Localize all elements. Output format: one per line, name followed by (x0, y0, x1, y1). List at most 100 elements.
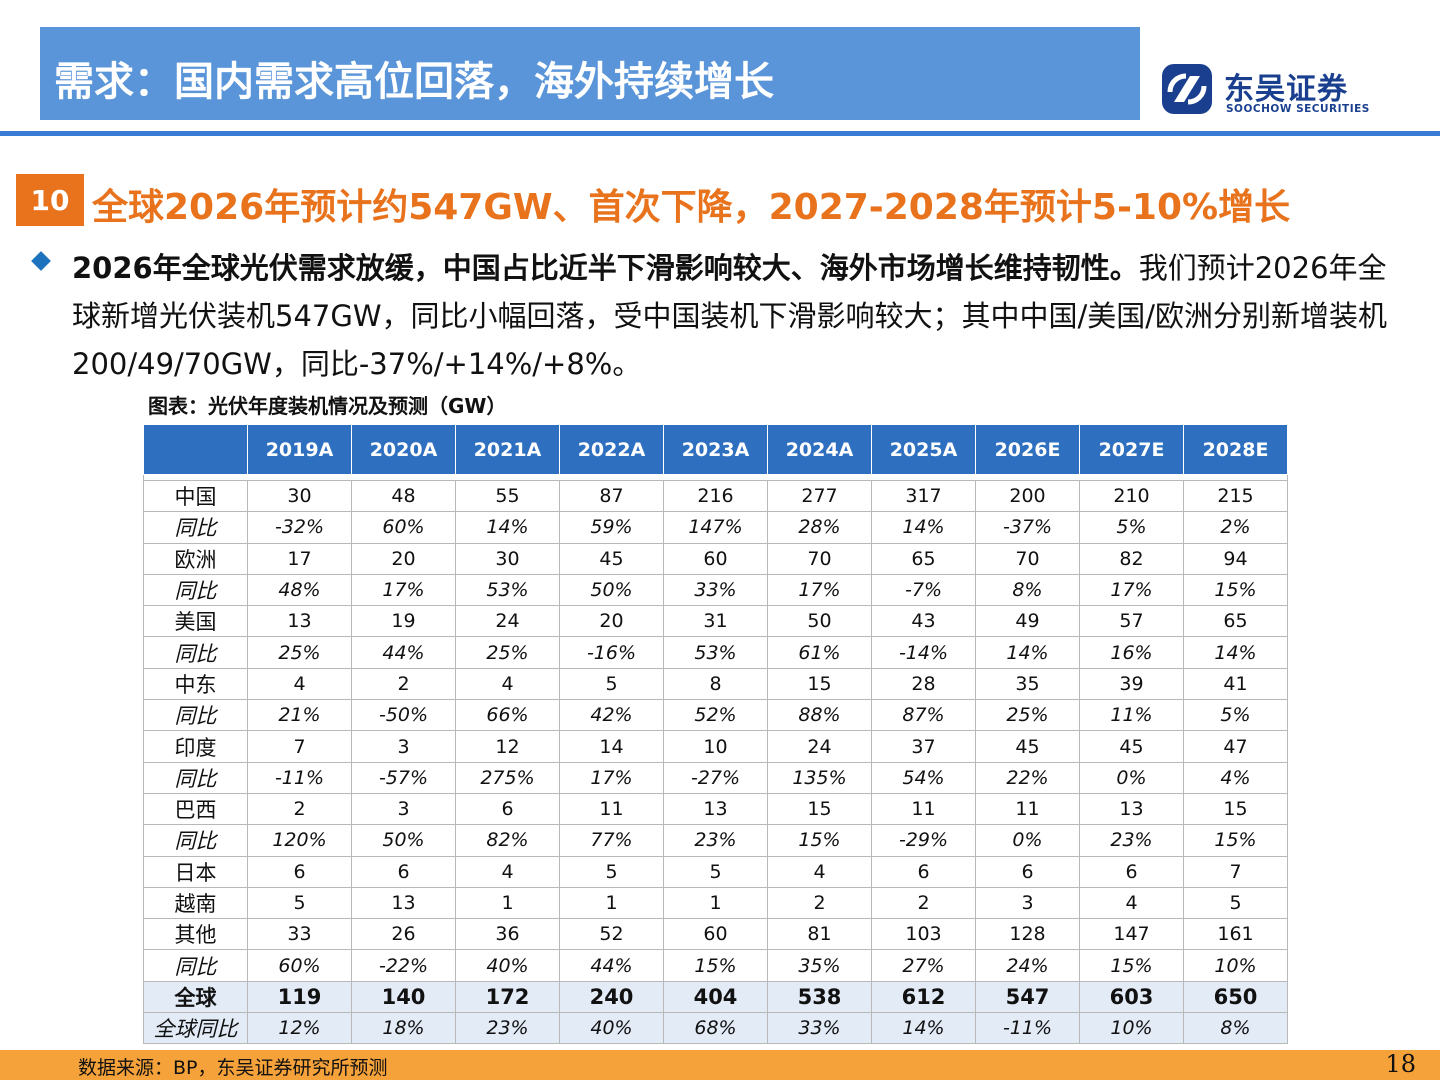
table-cell: 538 (767, 980, 872, 1014)
table-cell: 650 (1183, 980, 1288, 1014)
table-cell: 10% (1079, 1012, 1184, 1045)
table-cell: 6 (455, 792, 560, 826)
table-cell: 39 (1079, 667, 1184, 701)
table-row: 同比 48% 17% 53% 50% 33% 17% -7% 8% 17% 15% (143, 573, 1288, 607)
table-cell: 42% (559, 699, 664, 732)
table-cell: 53% (663, 636, 768, 669)
table-cell: 6 (351, 855, 456, 888)
bullet-body: 我们预计2026年全球新增光伏装机547GW，同比小幅回落，受中国装机下滑影响较… (72, 251, 1388, 381)
table-cell: 30 (247, 479, 352, 513)
table-cell: 21% (247, 699, 352, 732)
table-cell: 547 (975, 980, 1080, 1014)
table-cell: 4 (455, 667, 560, 701)
table-cell: 1 (455, 886, 560, 920)
table-cell: 66% (455, 699, 560, 732)
row-label: 同比 (143, 949, 248, 982)
table-cell: 216 (663, 479, 768, 513)
bullet-bold-lead: 2026年全球光伏需求放缓，中国占比近半下滑影响较大、海外市场增长维持韧性。 (72, 251, 1139, 285)
table-cell: 2 (247, 792, 352, 826)
table-cell: 36 (455, 918, 560, 951)
table-cell: -29% (871, 824, 976, 857)
table-cell: 43 (871, 605, 976, 638)
bullet-paragraph: 2026年全球光伏需求放缓，中国占比近半下滑影响较大、海外市场增长维持韧性。我们… (72, 244, 1402, 388)
section-title: 全球2026年预计约547GW、首次下降，2027-2028年预计5-10%增长 (92, 187, 1291, 228)
pv-installation-table: 2019A 2020A 2021A 2022A 2023A 2024A 2025A 2026E… (143, 424, 1288, 1045)
table-caption: 图表：光伏年度装机情况及预测（GW） (148, 394, 507, 418)
table-cell: 17% (767, 573, 872, 607)
table-cell: 4% (1183, 761, 1288, 794)
table-row: 同比 120% 50% 82% 77% 23% 15% -29% 0% 23% 15% (143, 824, 1288, 857)
footer-bar (0, 1050, 1440, 1080)
table-cell: 65 (1183, 605, 1288, 638)
column-header: 2022A (559, 424, 664, 475)
table-cell: 94 (1183, 542, 1288, 575)
table-cell: 44% (351, 636, 456, 669)
table-cell: 103 (871, 918, 976, 951)
table-cell: -11% (247, 761, 352, 794)
table-cell: 5 (663, 855, 768, 888)
table-cell: 19 (351, 605, 456, 638)
table-cell: -16% (559, 636, 664, 669)
table-cell: 200 (975, 479, 1080, 513)
row-label: 同比 (143, 573, 248, 607)
table-cell: 57 (1079, 605, 1184, 638)
table-cell: 15% (767, 824, 872, 857)
table-cell: 50% (351, 824, 456, 857)
table-cell: 147 (1079, 918, 1184, 951)
column-header: 2025A (871, 424, 976, 475)
section-number-badge: 10 (16, 174, 84, 226)
table-cell: 14% (871, 1012, 976, 1045)
table-row: 同比 21% -50% 66% 42% 52% 88% 87% 25% 11% 5% (143, 699, 1288, 732)
table-cell: 25% (455, 636, 560, 669)
table-cell: 14% (871, 511, 976, 544)
table-cell: 50 (767, 605, 872, 638)
table-row: 同比 60% -22% 40% 44% 15% 35% 27% 24% 15% 10% (143, 949, 1288, 982)
row-label: 欧洲 (143, 542, 248, 575)
table-cell: -37% (975, 511, 1080, 544)
table-cell: 77% (559, 824, 664, 857)
table-cell: 15% (1183, 573, 1288, 607)
table-cell: 59% (559, 511, 664, 544)
table-cell: 45 (975, 730, 1080, 763)
table-cell: -27% (663, 761, 768, 794)
table-cell: 5% (1079, 511, 1184, 544)
table-row: 中国 30 48 55 87 216 277 317 200 210 215 (143, 479, 1288, 513)
table-cell: 612 (871, 980, 976, 1014)
table-cell: 50% (559, 573, 664, 607)
table-cell: 55 (455, 479, 560, 513)
table-cell: 33 (247, 918, 352, 951)
table-cell: 128 (975, 918, 1080, 951)
table-cell: 13 (247, 605, 352, 638)
table-cell: 11% (1079, 699, 1184, 732)
table-cell: 17% (351, 573, 456, 607)
table-cell: 22% (975, 761, 1080, 794)
table-cell: -32% (247, 511, 352, 544)
column-header: 2023A (663, 424, 768, 475)
header-divider (0, 131, 1440, 136)
row-label: 印度 (143, 730, 248, 763)
table-cell: 37 (871, 730, 976, 763)
table-cell: 120% (247, 824, 352, 857)
table-cell: 2 (351, 667, 456, 701)
table-cell: 27% (871, 949, 976, 982)
table-cell: 10 (663, 730, 768, 763)
table-cell: 30 (455, 542, 560, 575)
table-cell: 31 (663, 605, 768, 638)
table-cell: 65 (871, 542, 976, 575)
table-cell: 5 (559, 667, 664, 701)
company-logo: 东吴证券 SOOCHOW SECURITIES (1160, 62, 1380, 118)
table-cell: 317 (871, 479, 976, 513)
table-cell: 40% (455, 949, 560, 982)
table-cell: 3 (351, 730, 456, 763)
row-label: 同比 (143, 511, 248, 544)
table-cell: 5 (247, 886, 352, 920)
table-cell: 603 (1079, 980, 1184, 1014)
table-row: 同比 -11% -57% 275% 17% -27% 135% 54% 22% 0% 4% (143, 761, 1288, 794)
row-label: 全球 (143, 980, 248, 1014)
table-cell: 24 (767, 730, 872, 763)
table-cell: 17 (247, 542, 352, 575)
table-row: 中东 4 2 4 5 8 15 28 35 39 41 (143, 667, 1288, 701)
table-cell: 2 (767, 886, 872, 920)
table-cell: 135% (767, 761, 872, 794)
table-cell: 61% (767, 636, 872, 669)
